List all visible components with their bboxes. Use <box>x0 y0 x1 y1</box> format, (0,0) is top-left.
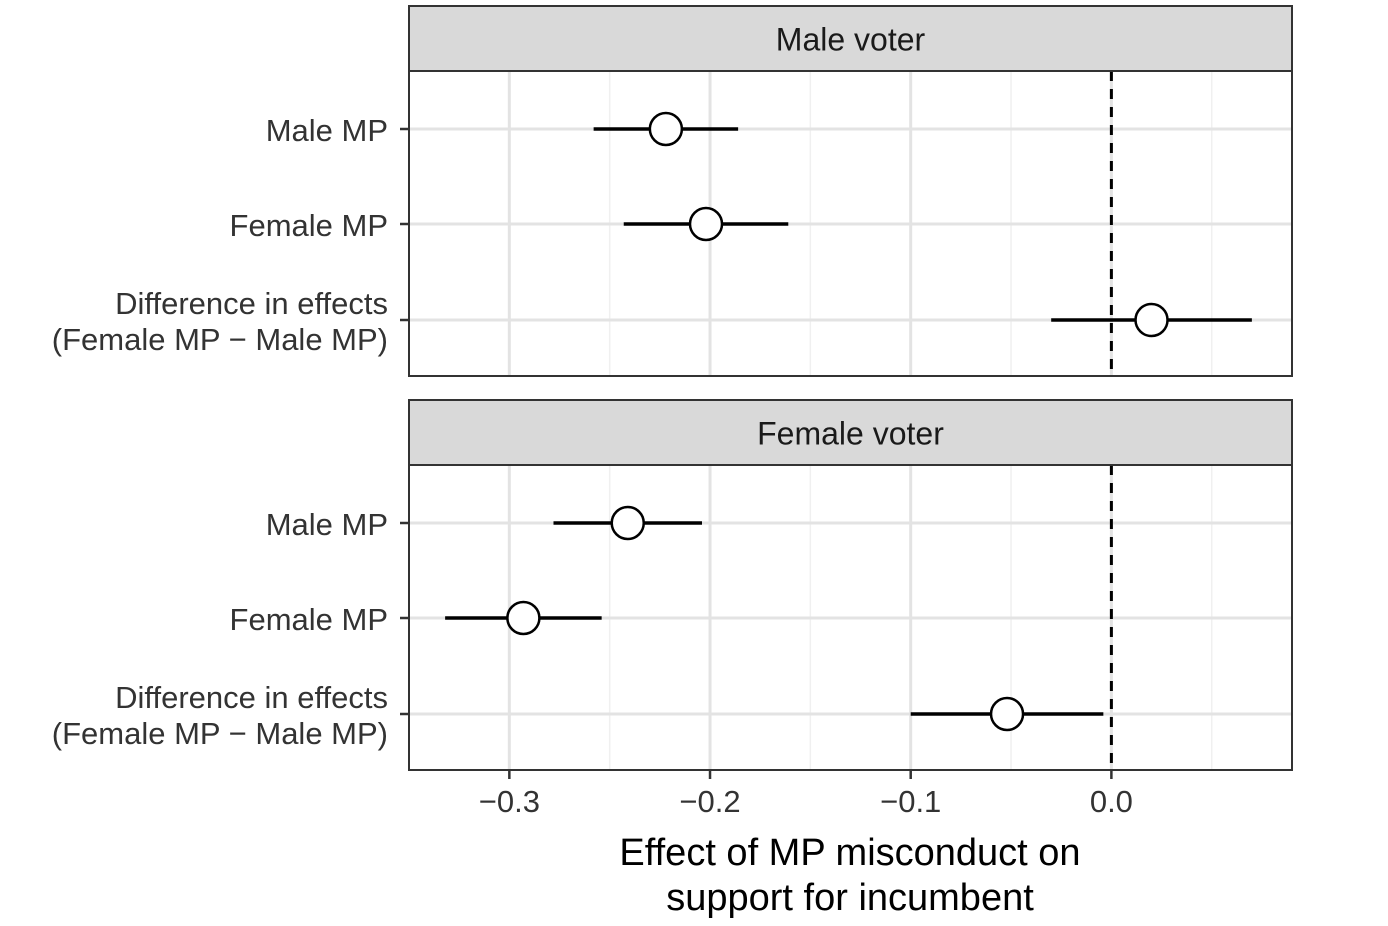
row-label: Female MP <box>230 602 388 637</box>
row-label: Male MP <box>266 507 388 542</box>
panel-strip <box>408 5 1293 72</box>
row-label: Female MP <box>230 208 388 243</box>
x-tick-label: −0.3 <box>479 784 540 819</box>
point-estimate <box>648 111 684 147</box>
point-estimate <box>688 206 724 242</box>
x-axis: −0.3 −0.2 −0.1 0.0 <box>479 770 1133 819</box>
panel-border <box>408 464 1293 771</box>
row-label-line-1: Difference in effects <box>115 680 388 715</box>
point-estimate <box>989 696 1025 732</box>
row-label-line-1: Difference in effects <box>115 286 388 321</box>
x-axis-title-line-2: support for incumbent <box>666 877 1034 919</box>
point-estimate <box>610 505 645 541</box>
point-estimate <box>506 600 541 636</box>
panel-1: Male voter Male MP Female MP Difference in … <box>52 5 1293 377</box>
x-axis-title-line-1: Effect of MP misconduct on <box>619 832 1080 874</box>
panels-layer: Male voter Male MP Female MP Difference in … <box>52 5 1293 771</box>
panel-2: Female voter Male MP Female MP Difference i… <box>52 399 1293 771</box>
panel-strip <box>408 399 1293 466</box>
row-label: Male MP <box>266 113 388 148</box>
panel-strip-label: Female voter <box>757 416 944 452</box>
row-label-line-2: (Female MP − Male MP) <box>52 322 388 357</box>
row-label-line-2: (Female MP − Male MP) <box>52 716 388 751</box>
point-estimate <box>1134 302 1169 338</box>
x-tick-label: −0.2 <box>679 784 740 819</box>
panel-border <box>408 70 1293 377</box>
x-tick-label: 0.0 <box>1090 784 1133 819</box>
x-tick-label: −0.1 <box>880 784 941 819</box>
panel-strip-label: Male voter <box>776 22 926 58</box>
